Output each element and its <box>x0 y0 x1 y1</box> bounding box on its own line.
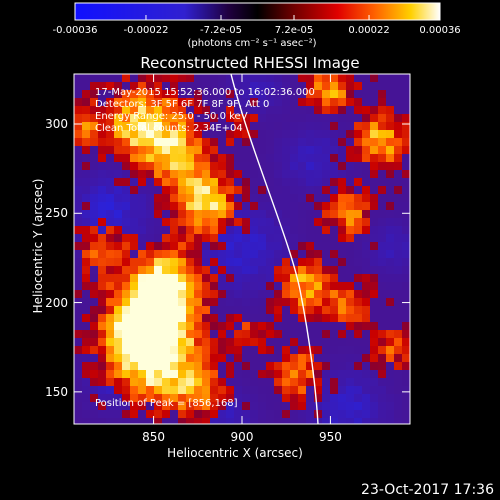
detectors-text: Detectors: 3F 5F 6F 7F 8F 9F, Att 0 <box>95 99 270 110</box>
x-tick-label: 850 <box>142 430 166 444</box>
x-axis-label: Heliocentric X (arcsec) <box>167 446 303 460</box>
clean-counts-text: Clean Total counts: 2.34E+04 <box>95 123 243 134</box>
peak-position-text: Position of Peak = [856,168] <box>95 398 238 409</box>
y-tick-label: 200 <box>45 295 68 310</box>
colorbar-tick-label: -0.00022 <box>123 25 169 36</box>
y-tick-label: 250 <box>45 206 68 221</box>
footer-date: 23-Oct-2017 17:36 <box>361 482 494 498</box>
colorbar-gradient <box>74 2 441 21</box>
x-tick-label: 950 <box>318 430 342 444</box>
x-tick-label: 900 <box>230 430 254 444</box>
colorbar-tick-label: 0.00022 <box>348 25 390 36</box>
colorbar-tick-label: -0.00036 <box>52 25 98 36</box>
time-range-text: 17-May-2015 15:52:36.000 to 16:02:36.000 <box>95 87 315 98</box>
colorbar <box>74 2 441 21</box>
y-axis-label: Heliocentric Y (arcsec) <box>31 178 45 314</box>
y-tick-label: 300 <box>45 117 68 131</box>
plot-title: Reconstructed RHESSI Image <box>140 54 360 72</box>
colorbar-tick-label: -7.2e-05 <box>200 25 242 36</box>
colorbar-tick-label: 7.2e-05 <box>274 25 314 36</box>
colorbar-tick-label: 0.00036 <box>419 25 461 36</box>
solar-limb-line <box>230 73 319 425</box>
energy-range-text: Energy Range: 25.0 - 50.0 keV <box>95 111 248 122</box>
colorbar-units: (photons cm⁻² s⁻¹ asec⁻²) <box>187 38 317 49</box>
y-tick-label: 150 <box>45 384 68 399</box>
